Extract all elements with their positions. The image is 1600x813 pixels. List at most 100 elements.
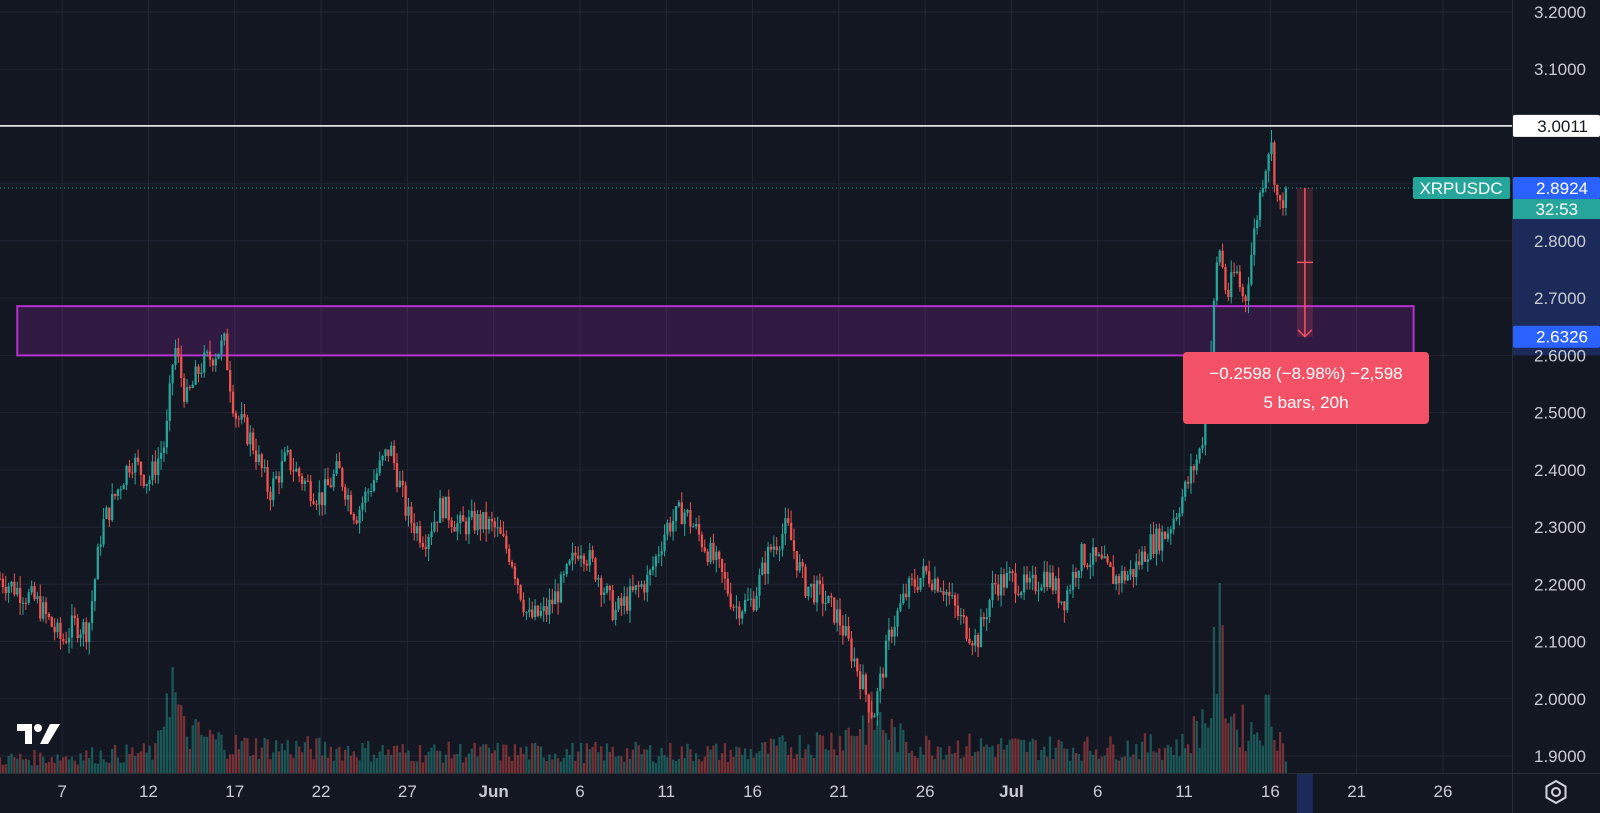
volume-bar [168,717,171,773]
volume-bar [410,761,413,773]
volume-bar [660,747,663,773]
candle-body [709,542,712,563]
volume-bar [1232,713,1236,773]
candle-body [312,501,315,504]
time-tick-label: Jul [999,782,1024,801]
candle-body [438,498,442,523]
candle-body [743,599,747,612]
candle-body [70,615,74,638]
candle-body [53,626,56,633]
time-axis[interactable]: 7 12 17 22 27 Jun 6 11 16 21 26 Jul 6 11 16 21 26 [0,773,1600,813]
volume-bar [528,759,531,773]
volume-bar [298,746,301,773]
candle-body [67,637,71,643]
candle-body [1132,569,1135,578]
volume-bar [1,764,5,773]
time-tick-label: 26 [1433,782,1452,801]
candle-body [79,634,82,639]
volume-bar [459,744,462,773]
volume-bar [1221,625,1224,773]
volume-bar [499,760,502,773]
candle-body [876,691,879,716]
volume-bar [142,743,145,773]
candle-body [974,635,977,646]
volume-bar [116,757,120,773]
candle-body [1284,188,1288,208]
horizontal-line-3-0011[interactable] [0,125,1512,189]
volume-bar [1077,753,1080,773]
candle-body [585,563,588,566]
candle-body [203,352,206,373]
volume-bar [96,763,99,773]
settings-gear-icon[interactable] [1542,778,1570,806]
volume-bar [861,715,865,773]
candle-body [1017,593,1020,596]
volume-bar [807,744,810,773]
candle-body [485,512,488,530]
volume-bar [0,757,2,773]
volume-bar [585,743,588,773]
candle-body [1002,574,1006,588]
volume-bar [1086,736,1089,773]
volume-bar [939,747,942,773]
volume-bar [220,734,223,773]
volume-bar [85,750,88,773]
volume-bar [1201,709,1204,773]
volume-bar [332,760,335,773]
candle-body [752,598,755,611]
candle-body [594,558,597,580]
volume-bar [1025,751,1029,773]
volume-bar [148,745,151,773]
volume-bar [890,718,893,773]
candle-body [864,674,868,695]
candle-body [1169,529,1172,534]
candle-body [134,457,137,473]
volume-bar [700,761,704,773]
volume-bar [50,757,53,773]
time-tick-label: 12 [139,782,158,801]
volume-bar [438,750,442,773]
volume-bar [361,742,364,773]
candle-body [292,470,295,472]
volume-bar [766,753,770,773]
candle-body [812,583,816,603]
volume-bar [1129,757,1132,773]
last-price-tag-bg [1513,177,1600,200]
candle-body [801,562,804,567]
volume-bar [1204,723,1207,773]
candle-body [654,556,658,567]
volume-bar [1097,758,1101,773]
volume-bar [444,754,448,773]
volume-bar [369,761,373,773]
volume-bar [752,757,755,773]
candle-body [1086,565,1089,568]
volume-bar [1040,750,1043,773]
volume-bar [18,753,22,773]
candle-body [1178,513,1181,518]
tradingview-logo-icon[interactable] [16,722,62,746]
volume-bar [191,725,194,773]
time-tick-label: 11 [657,782,675,801]
candle-body [1253,228,1256,255]
volume-bar [755,753,758,773]
candle-body [821,584,824,604]
volume-bar [956,740,960,773]
candle-body [464,521,468,535]
candle-body [358,509,361,524]
volume-bar [1063,748,1066,773]
candle-body [36,596,39,600]
support-zone[interactable] [16,305,1415,357]
candle-body [1106,556,1109,563]
candle-body [985,617,988,620]
volume-bar [505,744,508,773]
candle-body [600,578,603,595]
price-tick-label: 2.0000 [1534,690,1586,709]
candle-body [387,449,390,456]
volume-bar [712,745,715,773]
candle-body [487,518,491,530]
volume-bar [1284,761,1288,773]
candle-body [798,562,801,571]
candle-body [1149,534,1152,560]
volume-bar [62,757,65,773]
